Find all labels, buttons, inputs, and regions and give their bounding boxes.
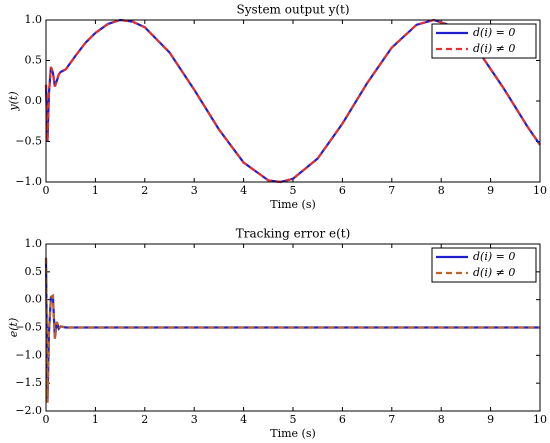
y-tick-label: −1.0 xyxy=(15,175,42,188)
data-line xyxy=(44,257,540,403)
y-tick-label: −1.5 xyxy=(15,376,42,389)
y-axis-label: y(t) xyxy=(7,91,20,111)
chart-title: System output y(t) xyxy=(236,3,349,17)
legend-box xyxy=(431,247,537,283)
x-tick-label: 8 xyxy=(438,413,445,426)
y-tick-label: 0.0 xyxy=(25,94,43,107)
y-tick-label: 1.0 xyxy=(25,13,43,26)
chart-title: Tracking error e(t) xyxy=(236,227,351,241)
x-tick-label: 1 xyxy=(92,413,99,426)
x-tick-label: 6 xyxy=(339,413,346,426)
legend-box xyxy=(431,23,537,59)
x-tick-label: 10 xyxy=(533,184,547,197)
x-tick-label: 2 xyxy=(141,184,148,197)
x-tick-label: 6 xyxy=(339,184,346,197)
x-tick-label: 9 xyxy=(487,184,494,197)
legend-label: d(i) ≠ 0 xyxy=(473,42,515,55)
x-tick-label: 4 xyxy=(240,413,247,426)
x-axis-label: Time (s) xyxy=(270,427,316,440)
x-tick-label: 5 xyxy=(290,184,297,197)
y-tick-label: 0.5 xyxy=(25,54,43,67)
y-tick-label: −0.5 xyxy=(15,135,42,148)
y-tick-label: −1.0 xyxy=(15,348,42,361)
plot-frame xyxy=(45,19,541,183)
y-tick-label: 0.5 xyxy=(25,265,43,278)
legend-label: d(i) = 0 xyxy=(473,250,515,263)
y-tick-label: −0.5 xyxy=(15,321,42,334)
x-tick-label: 7 xyxy=(388,184,395,197)
y-tick-label: 0.0 xyxy=(25,293,43,306)
x-tick-label: 7 xyxy=(388,413,395,426)
y-axis-label: e(t) xyxy=(7,318,20,338)
plot-frame xyxy=(45,243,541,412)
x-tick-label: 1 xyxy=(92,184,99,197)
x-tick-label: 9 xyxy=(487,413,494,426)
x-tick-label: 0 xyxy=(43,413,50,426)
x-tick-label: 3 xyxy=(191,184,198,197)
y-tick-label: −2.0 xyxy=(15,404,42,417)
x-tick-label: 2 xyxy=(141,413,148,426)
x-tick-label: 8 xyxy=(438,184,445,197)
legend-label: d(i) ≠ 0 xyxy=(473,266,515,279)
x-tick-label: 3 xyxy=(191,413,198,426)
x-tick-label: 5 xyxy=(290,413,297,426)
y-tick-label: 1.0 xyxy=(25,237,43,250)
x-axis-label: Time (s) xyxy=(270,198,316,211)
legend-label: d(i) = 0 xyxy=(473,26,515,39)
data-line xyxy=(44,18,541,184)
x-tick-label: 0 xyxy=(43,184,50,197)
x-tick-label: 4 xyxy=(240,184,247,197)
x-tick-label: 10 xyxy=(533,413,547,426)
